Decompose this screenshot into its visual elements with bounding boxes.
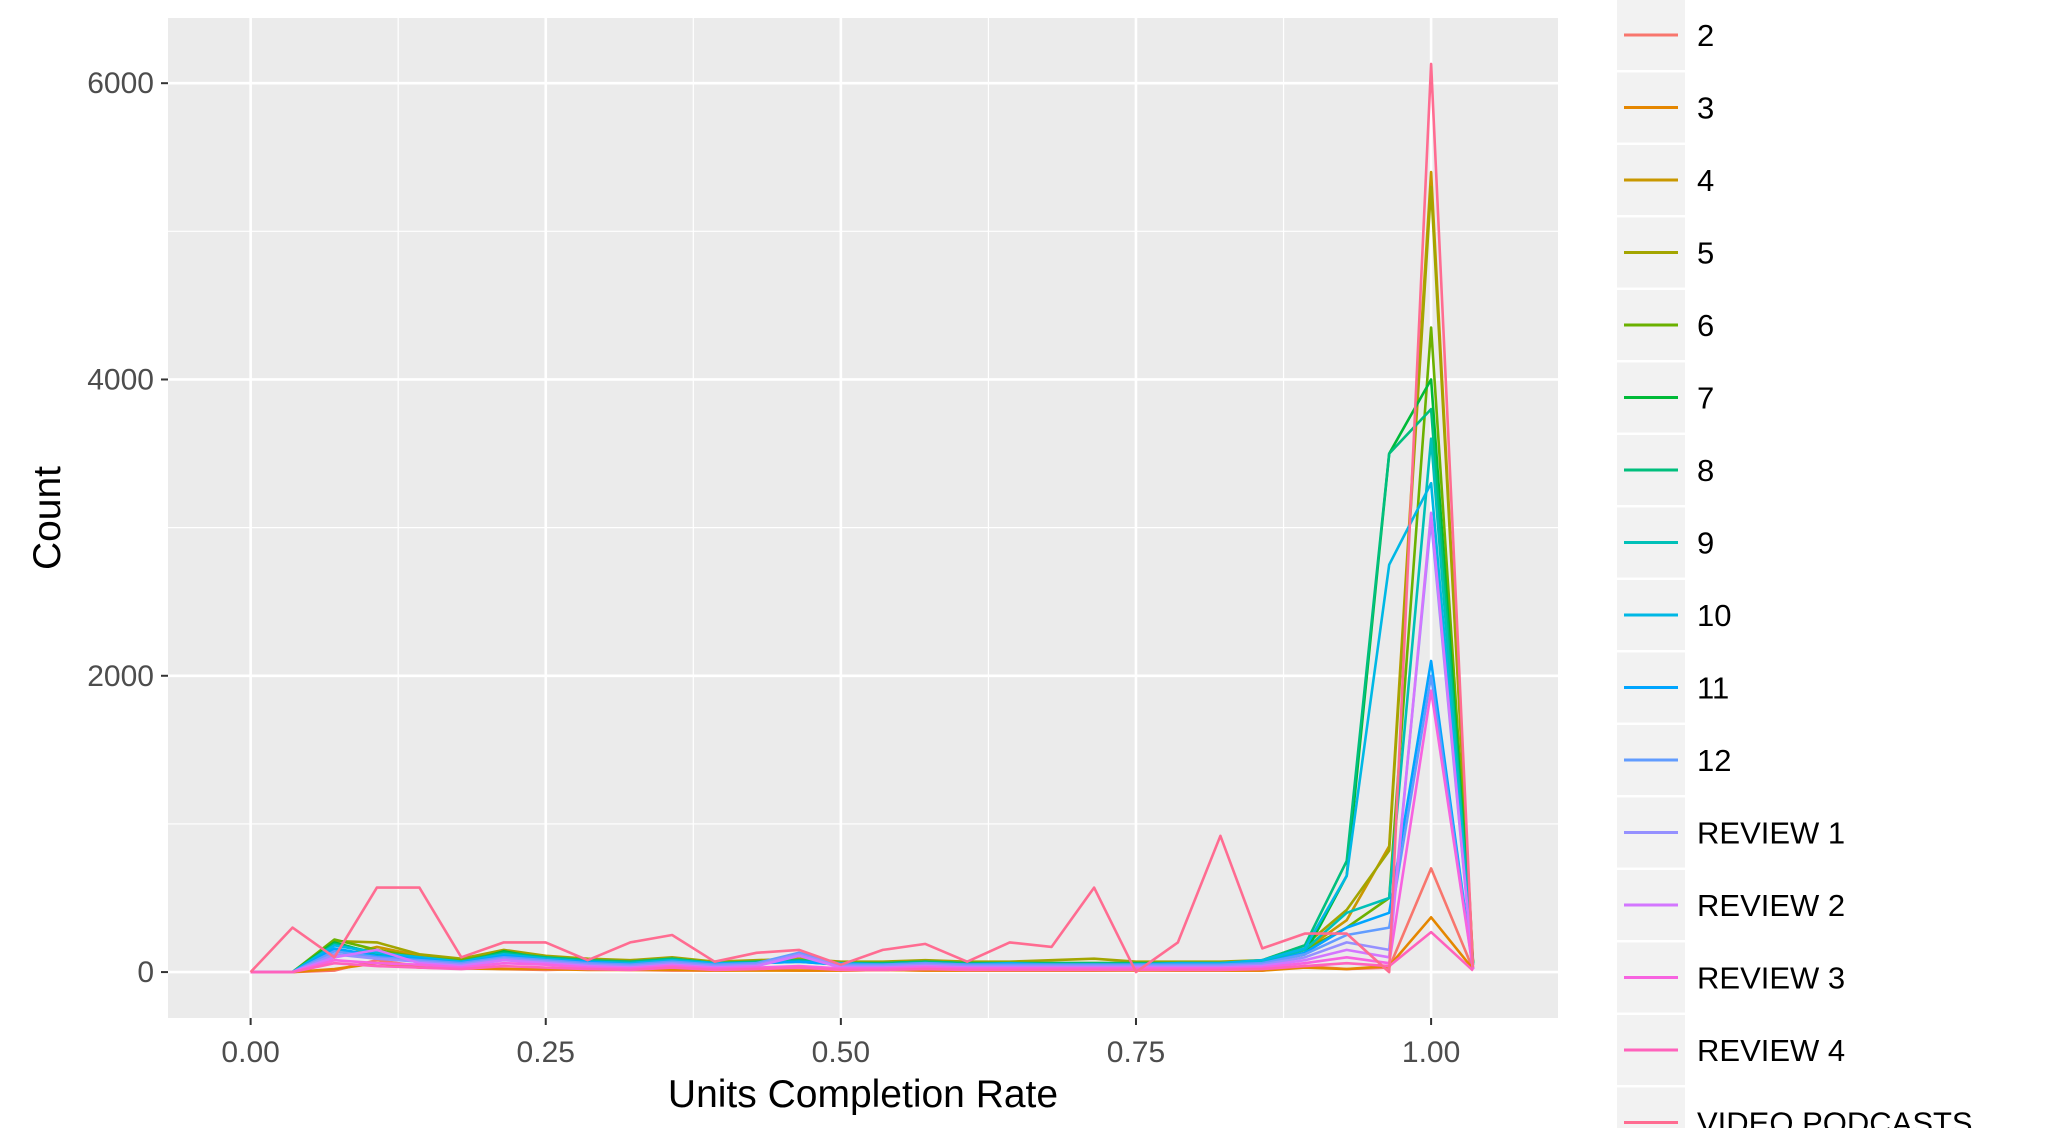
legend-label: 7 — [1697, 381, 1714, 416]
legend-label: 3 — [1697, 91, 1714, 126]
x-tick-label: 0.75 — [1107, 1036, 1165, 1069]
legend-label: REVIEW 2 — [1697, 888, 1845, 923]
x-tick-label: 0.25 — [517, 1036, 575, 1069]
series-line-12 — [250, 674, 1475, 974]
y-tick-label: 4000 — [87, 363, 154, 396]
y-tick-label: 6000 — [87, 67, 154, 100]
series-line-review-4 — [250, 930, 1474, 974]
legend-label: 8 — [1697, 453, 1714, 488]
series-line-video-podcasts — [249, 62, 1475, 974]
legend-label: 4 — [1697, 163, 1714, 198]
legend-label: 5 — [1697, 236, 1714, 271]
x-tick-label: 1.00 — [1402, 1036, 1460, 1069]
minor-gridlines — [168, 18, 1558, 1018]
series-line-review-3 — [250, 689, 1475, 974]
y-tick-label: 0 — [137, 956, 154, 989]
x-axis: 0.00 0.25 0.50 0.75 1.00 — [221, 1018, 1460, 1069]
x-tick-label: 0.50 — [812, 1036, 870, 1069]
y-tick-label: 2000 — [87, 660, 154, 693]
legend-label: 9 — [1697, 526, 1714, 561]
series-lines — [249, 62, 1475, 974]
legend-label: 10 — [1697, 598, 1731, 633]
legend-label: REVIEW 1 — [1697, 816, 1845, 851]
legend-label: REVIEW 3 — [1697, 961, 1845, 996]
series-line-review-1 — [250, 518, 1475, 974]
legend-label: 6 — [1697, 308, 1714, 343]
y-axis: 0 2000 4000 6000 — [87, 67, 168, 989]
legend-label: VIDEO PODCASTS — [1697, 1106, 1973, 1129]
legend-label: 11 — [1697, 671, 1729, 706]
y-axis-label: Count — [26, 466, 69, 570]
x-axis-label: Units Completion Rate — [668, 1073, 1058, 1116]
x-tick-label: 0.00 — [221, 1036, 279, 1069]
legend-key — [1617, 1087, 1685, 1133]
legend-label: 2 — [1697, 18, 1714, 53]
legend: 2 3 4 5 6 7 8 9 10 11 12 REVIEW 1 REVIEW 2 REVIEW 3 RE… — [1617, 0, 1973, 1133]
plot-panel — [168, 18, 1558, 1018]
legend-label: 12 — [1697, 743, 1731, 778]
legend-label: REVIEW 4 — [1697, 1033, 1845, 1068]
